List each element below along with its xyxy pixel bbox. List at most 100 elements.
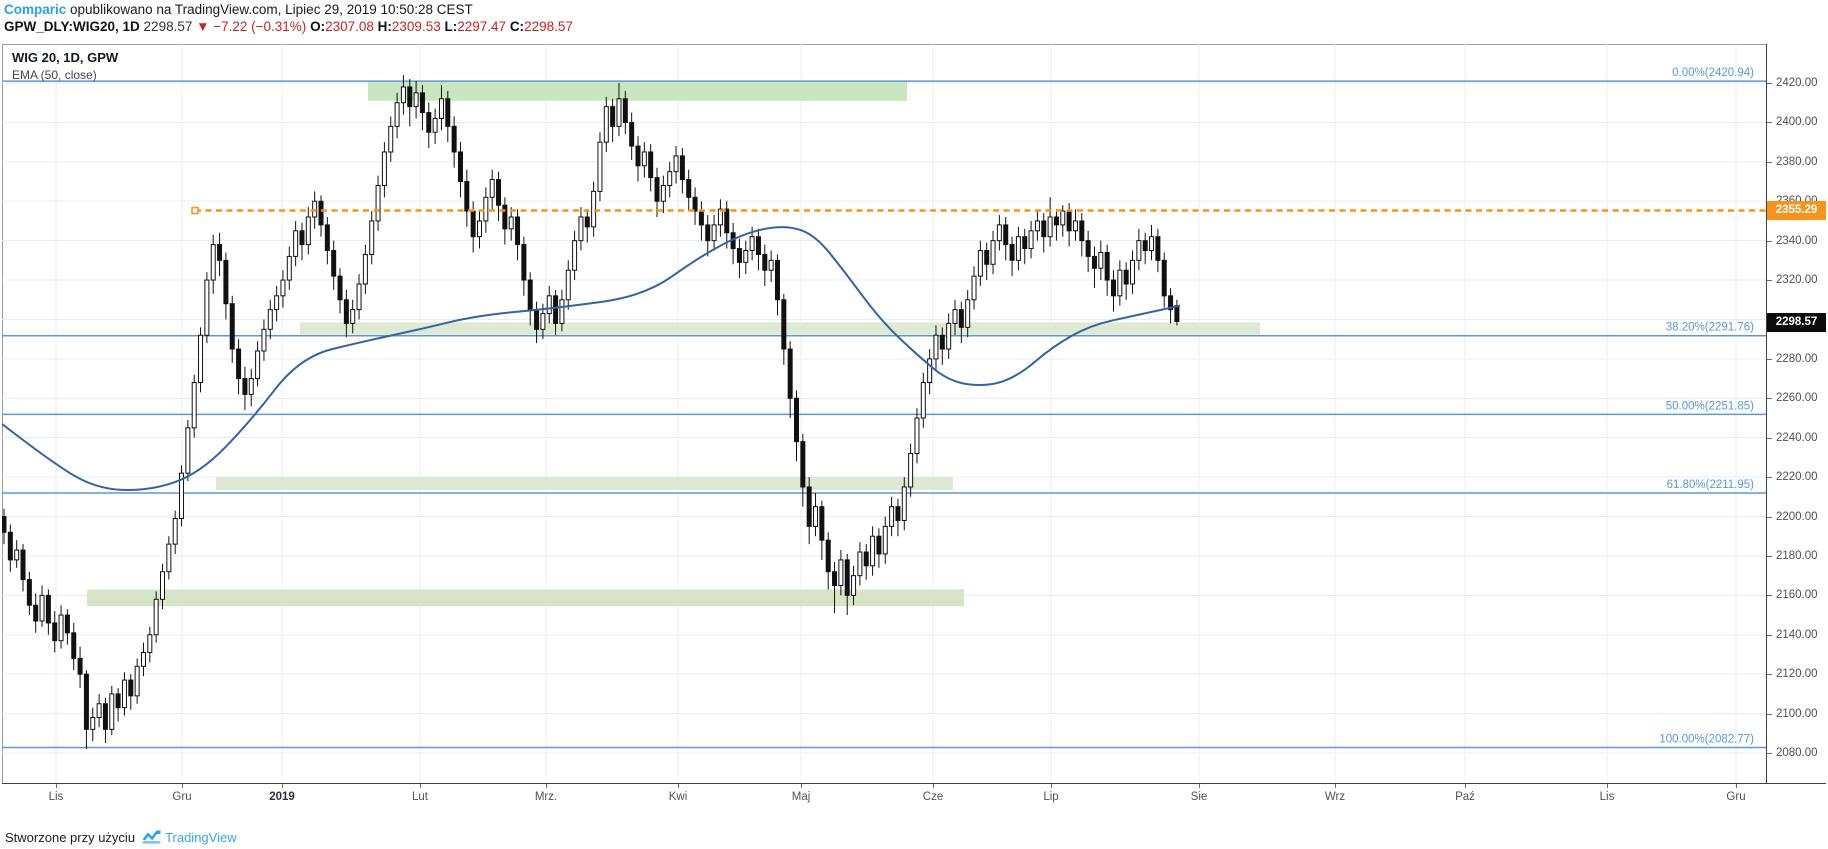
candle-body <box>1060 210 1066 226</box>
candle-body <box>806 486 812 527</box>
candle <box>578 207 584 251</box>
candle-body <box>7 531 13 561</box>
candle-body <box>648 151 654 179</box>
candle-body <box>768 259 774 271</box>
candle <box>96 693 102 728</box>
price-label: 2420.00 <box>1776 77 1818 89</box>
candle-body <box>597 141 603 192</box>
candle <box>686 169 692 212</box>
change-text: ▼ −7.22 (−0.31%) <box>196 19 307 34</box>
candle-body <box>166 543 172 573</box>
publisher-link[interactable]: Comparic <box>4 2 67 17</box>
candle <box>673 146 679 184</box>
candle <box>1028 220 1034 259</box>
candle-body <box>946 322 952 350</box>
candle-body <box>1142 240 1148 252</box>
candle <box>927 349 933 395</box>
candle-body <box>863 551 869 567</box>
candle-body <box>115 693 121 709</box>
fib-label: 61.80%(2211.95) <box>1667 479 1755 491</box>
candle <box>324 217 330 265</box>
alert-line-handle[interactable] <box>191 206 199 215</box>
candle-body <box>343 299 349 324</box>
candle <box>553 289 559 336</box>
candle-body <box>413 92 419 108</box>
candle-body <box>83 673 89 730</box>
low-label: L: <box>444 19 458 34</box>
time-tick <box>1199 784 1200 788</box>
candle-body <box>794 397 799 443</box>
candle-body <box>572 240 578 271</box>
candle <box>375 175 381 231</box>
chart-plot[interactable]: 0.00%(2420.94) 38.20%(2291.76) 50.00%(2251… <box>2 44 1766 783</box>
candle <box>1041 213 1047 253</box>
candle-body <box>1085 240 1091 257</box>
time-label-month: Paź <box>1455 791 1475 803</box>
candle <box>1053 209 1059 241</box>
candle <box>191 374 197 438</box>
candle <box>971 266 977 310</box>
candle <box>736 238 742 279</box>
candle <box>286 246 292 290</box>
candle-body <box>1015 236 1021 261</box>
candle <box>654 167 660 218</box>
candle-body <box>958 309 964 328</box>
price-tick <box>1767 753 1772 754</box>
candle <box>1091 246 1097 288</box>
candle-body <box>128 679 134 697</box>
candle <box>14 540 20 568</box>
candle <box>711 215 717 251</box>
candle <box>977 240 983 286</box>
candle <box>502 197 508 245</box>
last-price-badge: 2298.57 <box>1767 312 1826 332</box>
candle-body <box>774 259 780 301</box>
candle <box>1072 209 1078 241</box>
candle <box>381 142 387 198</box>
time-label-month: Gru <box>172 791 192 803</box>
candle-body <box>14 549 20 561</box>
candle <box>730 222 736 265</box>
tradingview-brand-link[interactable]: TradingView <box>165 829 237 845</box>
candle-body <box>477 220 482 238</box>
candle <box>1123 262 1129 300</box>
candle <box>20 544 26 592</box>
time-tick <box>1335 784 1336 788</box>
candle <box>965 289 971 338</box>
candle <box>534 301 540 344</box>
candle <box>248 368 254 407</box>
candle-body <box>1041 220 1047 238</box>
candle <box>489 169 495 210</box>
candle <box>787 341 793 419</box>
candle-body <box>369 220 375 255</box>
time-label-month: Lip <box>1043 791 1059 803</box>
candle <box>851 565 857 606</box>
candle-body <box>134 665 140 697</box>
candle <box>388 116 394 162</box>
candle-body <box>153 598 159 636</box>
price-axis[interactable]: 2080.00 2100.00 2120.00 2140.00 2160.00 2180.… <box>1766 44 1826 812</box>
candle-body <box>939 334 945 350</box>
fib-label: 0.00%(2420.94) <box>1672 67 1754 79</box>
candle-body <box>1161 259 1167 297</box>
price-tick <box>1767 477 1772 479</box>
candle <box>1003 217 1009 261</box>
candle <box>147 626 153 663</box>
candle-body <box>698 210 704 226</box>
fib-label: 50.00%(2251.85) <box>1666 400 1754 412</box>
candle-body <box>870 535 876 567</box>
candle <box>1136 228 1142 271</box>
price-label: 2160.00 <box>1776 589 1818 602</box>
candle <box>318 195 324 237</box>
candle <box>572 230 578 281</box>
candle <box>52 611 58 653</box>
candle-body <box>426 112 432 133</box>
candle-body <box>660 184 666 202</box>
candle-body <box>654 177 660 202</box>
candle-body <box>489 179 495 198</box>
time-axis[interactable]: Lis Gru 2019 Lut Mrz. Kwi Maj Cze Lip Sie Wrz Paź Li… <box>2 783 1826 812</box>
candle-body <box>1155 236 1161 261</box>
candle-body <box>908 452 914 488</box>
time-label-month: Kwi <box>668 791 688 803</box>
price-label: 2380.00 <box>1776 155 1818 168</box>
candle <box>1117 260 1123 306</box>
